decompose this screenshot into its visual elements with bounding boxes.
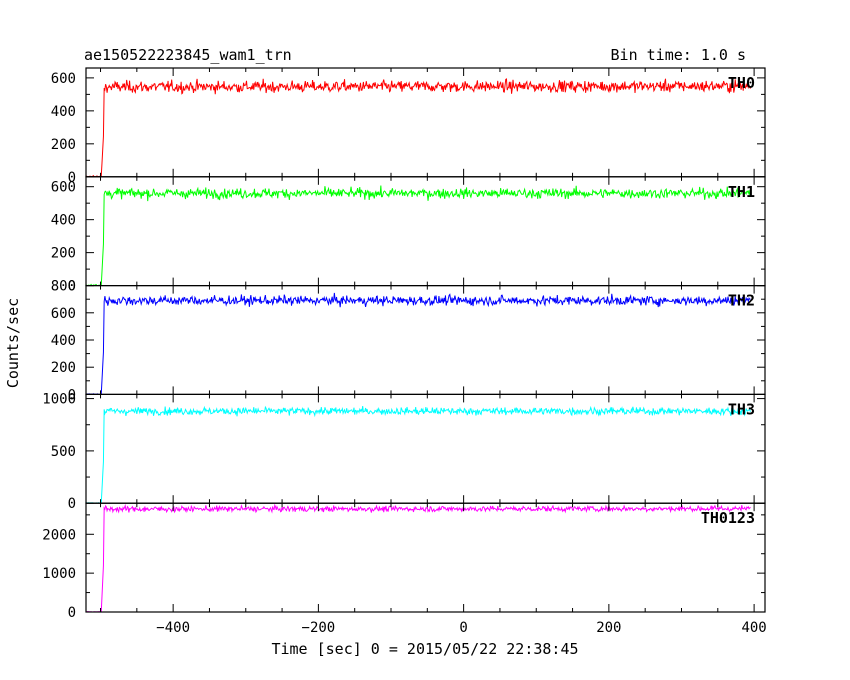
y-axis-label: Counts/sec <box>4 298 22 388</box>
y-tick-label: 2000 <box>42 527 76 543</box>
y-tick-label: 600 <box>51 180 76 196</box>
series-label: TH0 <box>728 74 755 92</box>
bin-time-label: Bin time: 1.0 s <box>611 46 746 64</box>
y-tick-label: 200 <box>51 246 76 262</box>
y-tick-label: 200 <box>51 137 76 153</box>
y-tick-label: 1000 <box>42 566 76 582</box>
y-tick-label: 400 <box>51 104 76 120</box>
light-curve-th0 <box>85 78 751 178</box>
x-tick-label: −200 <box>302 620 336 636</box>
y-tick-label: 1000 <box>42 392 76 408</box>
y-tick-label: 400 <box>51 333 76 349</box>
panel-th0123: 0 1000 2000 TH0123 <box>42 502 766 621</box>
chart-title: ae150522223845_wam1_trn <box>84 46 292 64</box>
x-tick-label: 0 <box>459 620 467 636</box>
series-label: TH1 <box>728 183 755 201</box>
y-tick-label: 0 <box>68 387 76 403</box>
x-tick-label: −400 <box>156 620 190 636</box>
x-axis-label: Time [sec] 0 = 2015/05/22 22:38:45 <box>271 640 578 658</box>
light-curve-th1 <box>85 185 751 287</box>
y-tick-label: 500 <box>51 444 76 460</box>
series-label: TH0123 <box>701 509 755 527</box>
light-curve-th2 <box>85 292 751 395</box>
x-tick-label: 400 <box>741 620 766 636</box>
panel-th1: 0 200 400 600 TH1 <box>51 176 766 295</box>
y-tick-label: 600 <box>51 306 76 322</box>
series-label: TH3 <box>728 400 755 418</box>
light-curve-th0123 <box>85 503 751 613</box>
y-tick-label: 200 <box>51 360 76 376</box>
panel-frame <box>85 502 766 613</box>
light-curve-th3 <box>85 405 751 504</box>
y-tick-label: 0 <box>68 279 76 295</box>
y-tick-label: 400 <box>51 213 76 229</box>
panel-th0: 0 200 400 600 TH0 <box>51 67 766 186</box>
y-tick-label: 800 <box>51 279 76 295</box>
y-tick-label: 600 <box>51 71 76 87</box>
y-tick-label: 0 <box>68 496 76 512</box>
y-tick-label: 0 <box>68 605 76 621</box>
series-label: TH2 <box>728 292 755 310</box>
x-tick-label: 200 <box>596 620 621 636</box>
y-tick-label: 0 <box>68 170 76 186</box>
panel-th3: 0 500 1000 TH3 <box>42 392 766 512</box>
panels: 0 200 400 600 TH0 0 200 400 600 TH1 0 200 400 600 800 T… <box>42 67 767 636</box>
panel-th2: 0 200 400 600 800 TH2 <box>51 279 766 403</box>
